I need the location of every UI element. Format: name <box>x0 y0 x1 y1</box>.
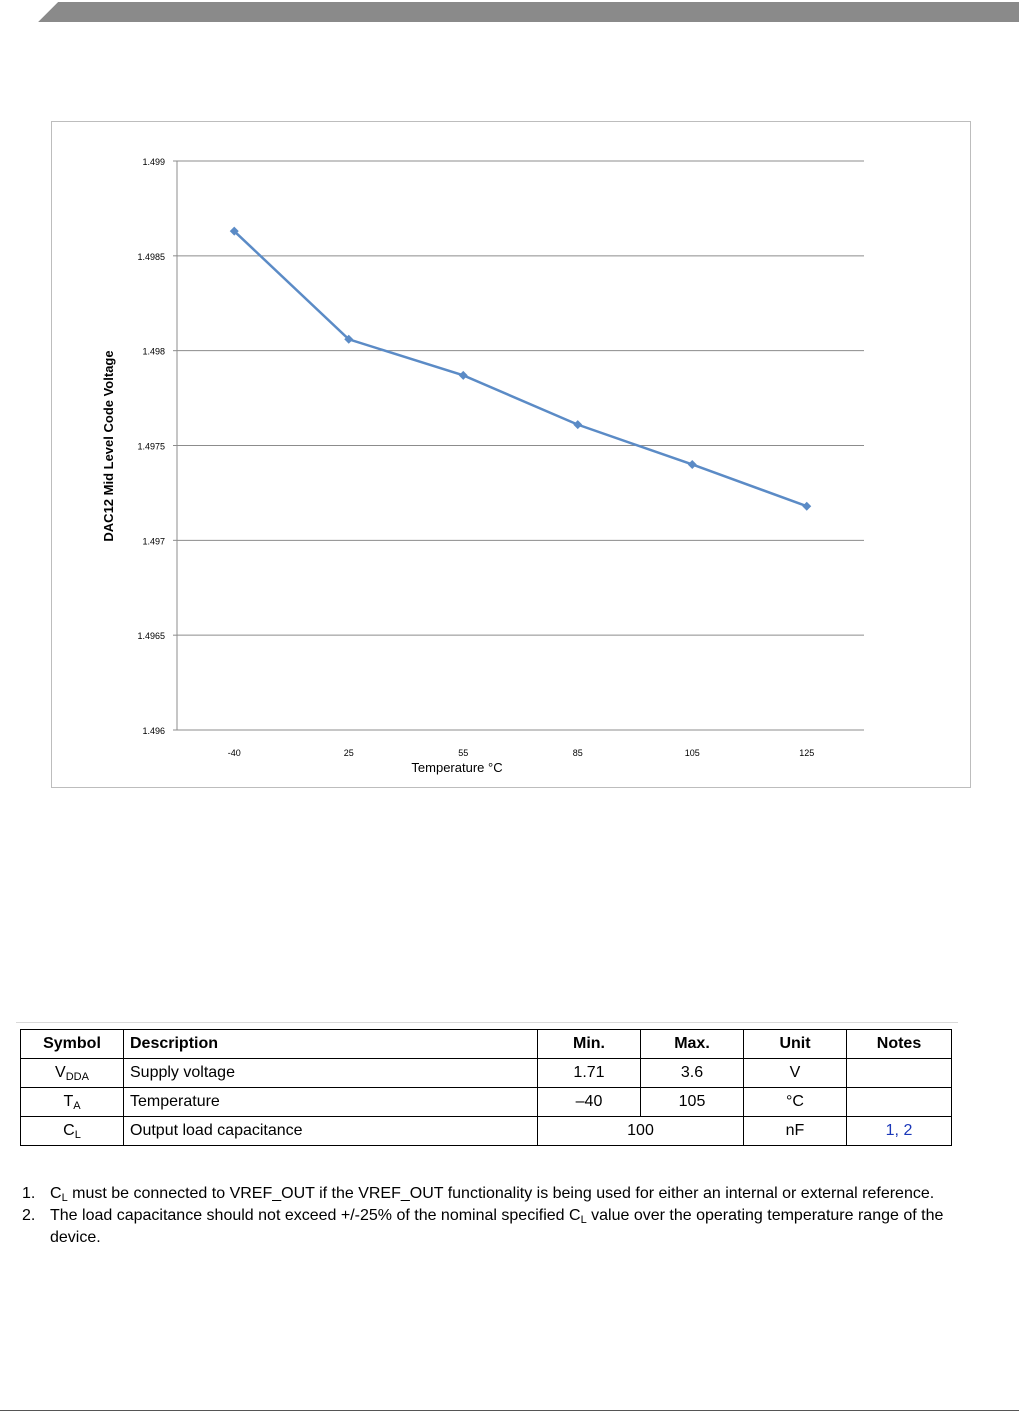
cell-notes <box>846 1058 952 1088</box>
table-row: CL Output load capacitance 100 nF 1, 2 <box>20 1116 952 1146</box>
header-band <box>0 2 1019 22</box>
header-notes: Notes <box>846 1029 952 1059</box>
x-tick-label: 85 <box>573 748 583 758</box>
cell-description: Output load capacitance <box>123 1116 538 1146</box>
cell-min: –40 <box>537 1087 641 1117</box>
data-point <box>458 370 468 380</box>
cell-unit: °C <box>743 1087 847 1117</box>
spec-table: Symbol Description Min. Max. Unit Notes … <box>20 1029 952 1146</box>
cell-description: Temperature <box>123 1087 538 1117</box>
notes-link[interactable]: 1, 2 <box>846 1116 952 1146</box>
y-tick-label: 1.4975 <box>137 442 165 452</box>
footnote-item: 2. The load capacitance should not excee… <box>22 1205 957 1249</box>
footnote-number: 1. <box>22 1185 36 1202</box>
cell-symbol: VDDA <box>20 1058 124 1088</box>
cell-unit: V <box>743 1058 847 1088</box>
footnote-number: 2. <box>22 1207 36 1224</box>
y-tick-label: 1.499 <box>142 157 165 167</box>
y-tick-label: 1.497 <box>142 536 165 546</box>
series-line <box>233 230 808 508</box>
x-tick-label: 125 <box>799 748 814 758</box>
y-tick-label: 1.4985 <box>137 252 165 262</box>
x-tick-label: 25 <box>344 748 354 758</box>
footnotes: 1. CL must be connected to VREF_OUT if t… <box>22 1183 957 1249</box>
header-symbol: Symbol <box>20 1029 124 1059</box>
footer-rule <box>0 1410 1019 1411</box>
data-point <box>802 501 812 511</box>
x-tick-label: 55 <box>458 748 468 758</box>
cell-unit: nF <box>743 1116 847 1146</box>
cell-description: Supply voltage <box>123 1058 538 1088</box>
cell-notes <box>846 1087 952 1117</box>
y-tick-label: 1.496 <box>142 726 165 736</box>
cell-min: 1.71 <box>537 1058 641 1088</box>
footnote-text: The load capacitance should not exceed +… <box>50 1207 944 1246</box>
footnote-text: CL must be connected to VREF_OUT if the … <box>50 1185 935 1204</box>
table-row: VDDA Supply voltage 1.71 3.6 V <box>20 1058 952 1088</box>
cell-max: 3.6 <box>640 1058 744 1088</box>
header-description: Description <box>123 1029 538 1059</box>
line-chart: 1.499 1.4985 1.498 1.4975 1.497 1.4965 1.496 -… <box>101 157 864 775</box>
y-tick-label: 1.4965 <box>137 631 165 641</box>
y-tick-label: 1.498 <box>142 347 165 357</box>
header-unit: Unit <box>743 1029 847 1059</box>
table-row: TA Temperature –40 105 °C <box>20 1087 952 1117</box>
footnote-item: 1. CL must be connected to VREF_OUT if t… <box>22 1183 957 1205</box>
header-min: Min. <box>537 1029 641 1059</box>
data-point <box>573 420 583 430</box>
cell-symbol: CL <box>20 1116 124 1146</box>
x-axis-label: Temperature °C <box>411 760 502 775</box>
x-tick-label: -40 <box>228 748 241 758</box>
x-tick-label: 105 <box>685 748 700 758</box>
cell-symbol: TA <box>20 1087 124 1117</box>
table-top-rule <box>16 1022 958 1023</box>
data-point <box>229 226 239 236</box>
table-header-row: Symbol Description Min. Max. Unit Notes <box>20 1029 952 1059</box>
header-max: Max. <box>640 1029 744 1059</box>
cell-max: 105 <box>640 1087 744 1117</box>
spec-table-wrapper: Symbol Description Min. Max. Unit Notes … <box>20 1029 952 1146</box>
y-axis-label: DAC12 Mid Level Code Voltage <box>101 350 116 541</box>
data-point <box>344 334 354 344</box>
data-point <box>687 459 697 469</box>
chart-frame: 1.499 1.4985 1.498 1.4975 1.497 1.4965 1.496 -… <box>51 121 971 788</box>
cell-typ: 100 <box>537 1116 744 1146</box>
